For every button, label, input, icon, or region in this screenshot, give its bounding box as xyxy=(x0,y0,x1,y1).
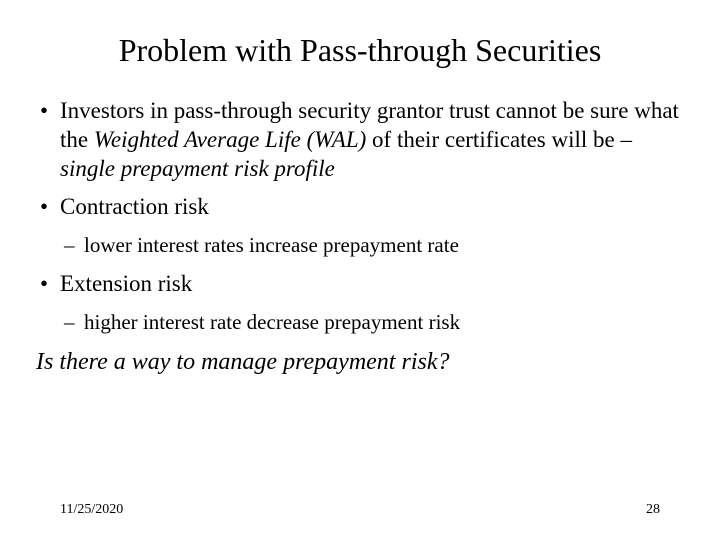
text-run-italic: single prepayment risk profile xyxy=(60,156,335,181)
bullet-item: • Extension risk xyxy=(36,270,684,299)
sub-bullet-item: – lower interest rates increase prepayme… xyxy=(64,232,684,258)
text-run: of their certificates will be – xyxy=(366,127,632,152)
sub-bullet-item: – higher interest rate decrease prepayme… xyxy=(64,309,684,335)
slide: Problem with Pass-through Securities • I… xyxy=(0,0,720,540)
slide-title: Problem with Pass-through Securities xyxy=(36,32,684,69)
bullet-marker: • xyxy=(40,270,60,299)
bullet-marker: • xyxy=(40,193,60,222)
footer-date: 11/25/2020 xyxy=(60,502,123,518)
slide-content: • Investors in pass-through security gra… xyxy=(36,97,684,377)
bullet-item: • Investors in pass-through security gra… xyxy=(36,97,684,183)
text-run-italic: Weighted Average Life (WAL) xyxy=(94,127,366,152)
bullet-marker: – xyxy=(64,309,84,335)
bullet-marker: • xyxy=(40,97,60,183)
bullet-text: Contraction risk xyxy=(60,193,684,222)
closing-question: Is there a way to manage prepayment risk… xyxy=(36,347,684,377)
footer-page-number: 28 xyxy=(646,502,660,518)
slide-footer: 11/25/2020 28 xyxy=(0,502,720,518)
bullet-item: • Contraction risk xyxy=(36,193,684,222)
bullet-text: Extension risk xyxy=(60,270,684,299)
sub-bullet-text: lower interest rates increase prepayment… xyxy=(84,232,684,258)
sub-bullet-text: higher interest rate decrease prepayment… xyxy=(84,309,684,335)
bullet-marker: – xyxy=(64,232,84,258)
bullet-text: Investors in pass-through security grant… xyxy=(60,97,684,183)
